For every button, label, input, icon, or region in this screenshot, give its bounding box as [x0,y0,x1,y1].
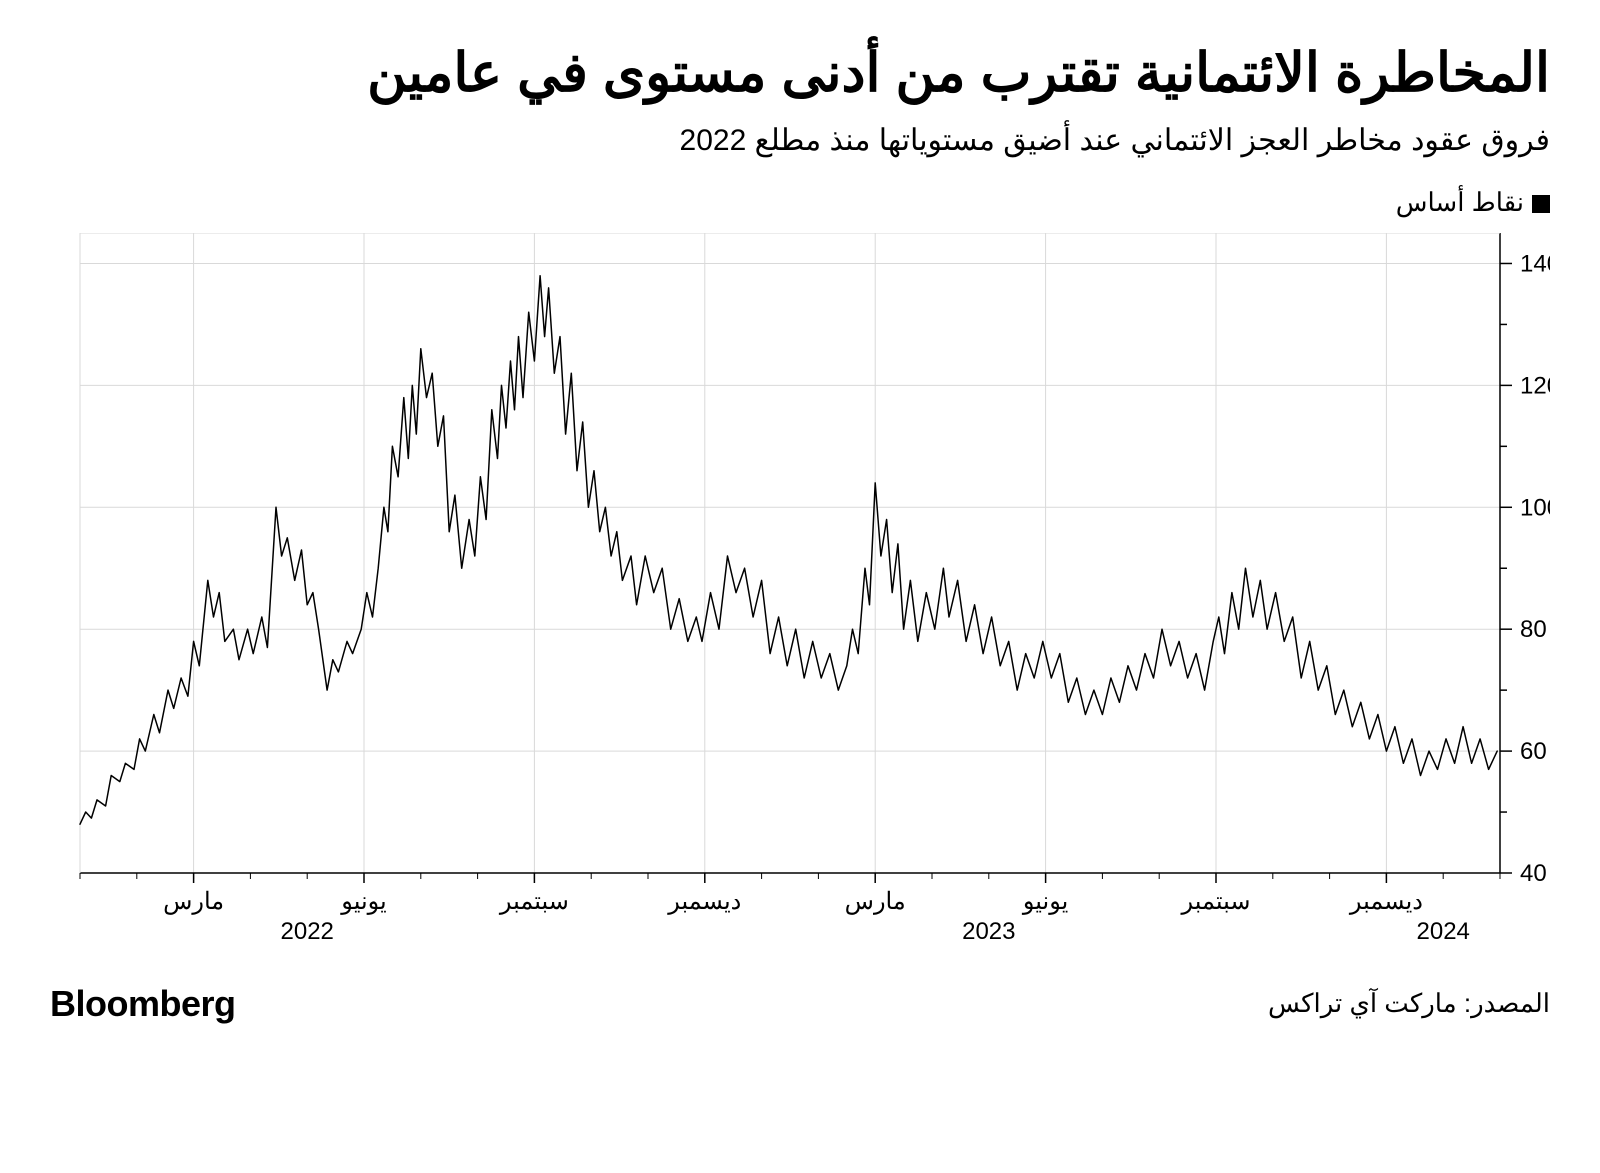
brand-logo: Bloomberg [50,983,236,1025]
svg-text:80: 80 [1520,616,1547,643]
svg-text:ديسمبر: ديسمبر [667,888,741,915]
svg-text:سبتمبر: سبتمبر [499,888,569,915]
source-text: المصدر: ماركت آي تراكس [1268,988,1550,1019]
svg-text:ديسمبر: ديسمبر [1349,888,1423,915]
chart-title: المخاطرة الائتمانية تقترب من أدنى مستوى … [50,40,1550,108]
svg-text:مارس: مارس [845,888,906,915]
svg-text:2022: 2022 [281,918,334,945]
chart-subtitle: فروق عقود مخاطر العجز الائتماني عند أضيق… [50,120,1550,162]
legend-label: نقاط أساس [1396,187,1524,217]
svg-text:100: 100 [1520,494,1550,521]
svg-text:مارس: مارس [163,888,224,915]
svg-text:يونيو: يونيو [1022,888,1068,915]
chart-footer: Bloomberg المصدر: ماركت آي تراكس [50,983,1550,1025]
chart-area: 40 60 80 100 120 140 مارس يونيو سبتمبر ديسمبر مارس… [50,233,1550,953]
svg-text:2023: 2023 [962,918,1015,945]
svg-text:40: 40 [1520,860,1547,887]
svg-text:60: 60 [1520,738,1547,765]
svg-text:يونيو: يونيو [340,888,386,915]
chart-header: المخاطرة الائتمانية تقترب من أدنى مستوى … [50,40,1550,162]
svg-text:سبتمبر: سبتمبر [1181,888,1251,915]
line-chart-svg: 40 60 80 100 120 140 مارس يونيو سبتمبر ديسمبر مارس… [50,233,1550,953]
svg-text:2024: 2024 [1417,918,1470,945]
chart-legend: نقاط أساس [50,187,1550,218]
svg-text:140: 140 [1520,250,1550,277]
legend-marker-icon [1532,195,1550,213]
svg-text:120: 120 [1520,372,1550,399]
